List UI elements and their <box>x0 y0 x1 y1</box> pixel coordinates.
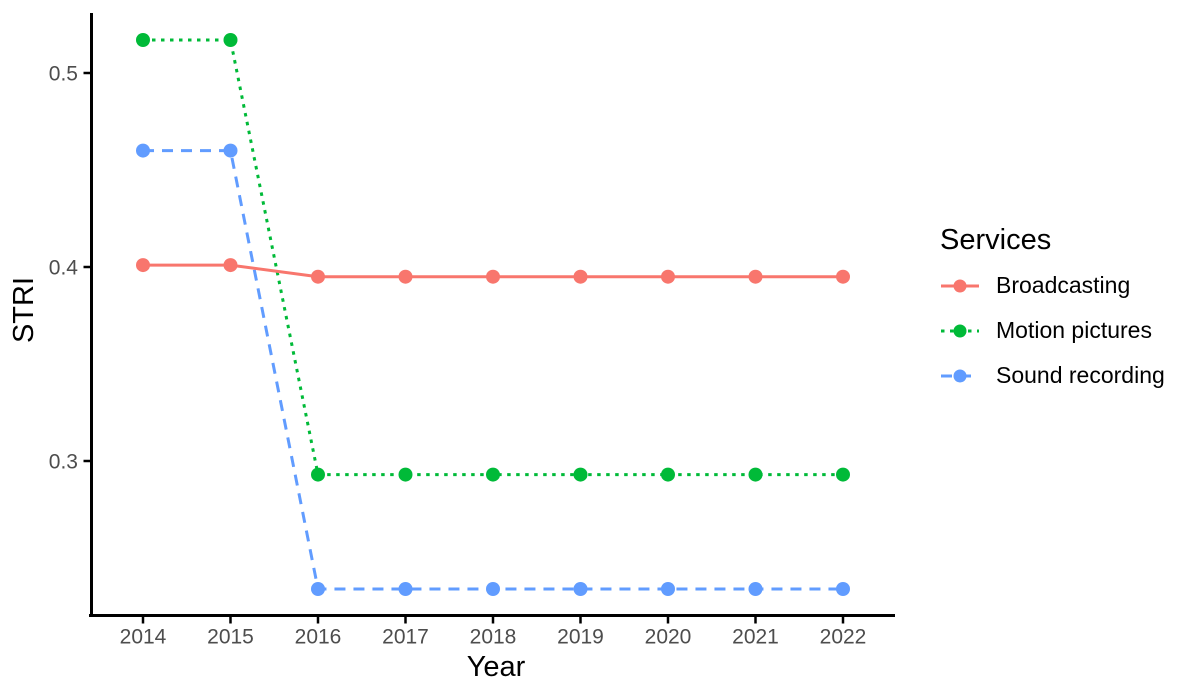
data-point-broadcasting-2019 <box>573 269 588 284</box>
legend: Services Broadcasting Motion pictures Soun… <box>940 224 1165 398</box>
data-point-sound-recording-2020 <box>661 582 675 596</box>
x-axis-title: Year <box>466 651 526 683</box>
data-point-motion-pictures-2017 <box>398 467 413 482</box>
data-point-motion-pictures-2018 <box>486 467 500 482</box>
x-tick-label: 2015 <box>207 626 254 649</box>
data-point-motion-pictures-2016 <box>311 467 325 482</box>
legend-label: Broadcasting <box>996 272 1131 298</box>
data-point-sound-recording-2015 <box>223 143 238 158</box>
series-line-motion-pictures <box>143 38 843 477</box>
data-point-sound-recording-2014 <box>136 143 150 158</box>
y-axis-title: STRI <box>8 276 40 344</box>
y-tick-label: 0.3 <box>49 451 78 474</box>
data-point-sound-recording-2016 <box>311 582 325 596</box>
legend-items: Broadcasting Motion pictures Sound recordi… <box>940 263 1165 398</box>
data-point-motion-pictures-2022 <box>836 467 850 482</box>
data-point-motion-pictures-2020 <box>661 467 675 482</box>
x-tick-label: 2019 <box>557 626 604 649</box>
data-point-broadcasting-2018 <box>486 269 500 284</box>
data-point-broadcasting-2015 <box>223 258 238 273</box>
data-point-motion-pictures-2014 <box>136 33 150 47</box>
data-point-sound-recording-2019 <box>573 582 588 596</box>
series-line-sound-recording <box>143 149 843 591</box>
data-point-broadcasting-2020 <box>661 269 675 284</box>
data-point-broadcasting-2016 <box>311 269 325 284</box>
data-point-sound-recording-2021 <box>748 582 763 596</box>
legend-key-sound-recording-icon <box>941 369 979 382</box>
x-tick-label: 2018 <box>470 626 517 649</box>
data-point-broadcasting-2017 <box>398 269 413 284</box>
data-point-motion-pictures-2019 <box>573 467 588 482</box>
legend-key-motion-pictures-icon <box>941 324 979 337</box>
data-point-motion-pictures-2021 <box>748 467 763 482</box>
legend-label: Sound recording <box>996 362 1165 388</box>
data-point-broadcasting-2021 <box>748 269 763 284</box>
legend-label: Motion pictures <box>996 317 1152 343</box>
data-point-motion-pictures-2015 <box>223 33 238 47</box>
x-tick-label: 2022 <box>820 626 867 649</box>
legend-item-sound-recording: Sound recording <box>940 353 1165 398</box>
legend-title: Services <box>940 224 1052 256</box>
x-tick-label: 2014 <box>120 626 167 649</box>
data-point-sound-recording-2017 <box>398 582 413 596</box>
legend-key-broadcasting-icon <box>941 279 979 292</box>
x-tick-label: 2017 <box>382 626 429 649</box>
x-tick-label: 2020 <box>645 626 692 649</box>
legend-item-motion-pictures: Motion pictures <box>940 308 1165 353</box>
legend-item-broadcasting: Broadcasting <box>940 263 1165 308</box>
x-tick-label: 2021 <box>732 626 779 649</box>
data-point-broadcasting-2014 <box>136 258 150 273</box>
data-point-broadcasting-2022 <box>836 269 850 284</box>
y-tick-label: 0.5 <box>49 63 78 86</box>
data-point-sound-recording-2018 <box>486 582 500 596</box>
x-tick-label: 2016 <box>295 626 342 649</box>
data-point-sound-recording-2022 <box>836 582 850 596</box>
y-tick-label: 0.4 <box>49 257 79 280</box>
